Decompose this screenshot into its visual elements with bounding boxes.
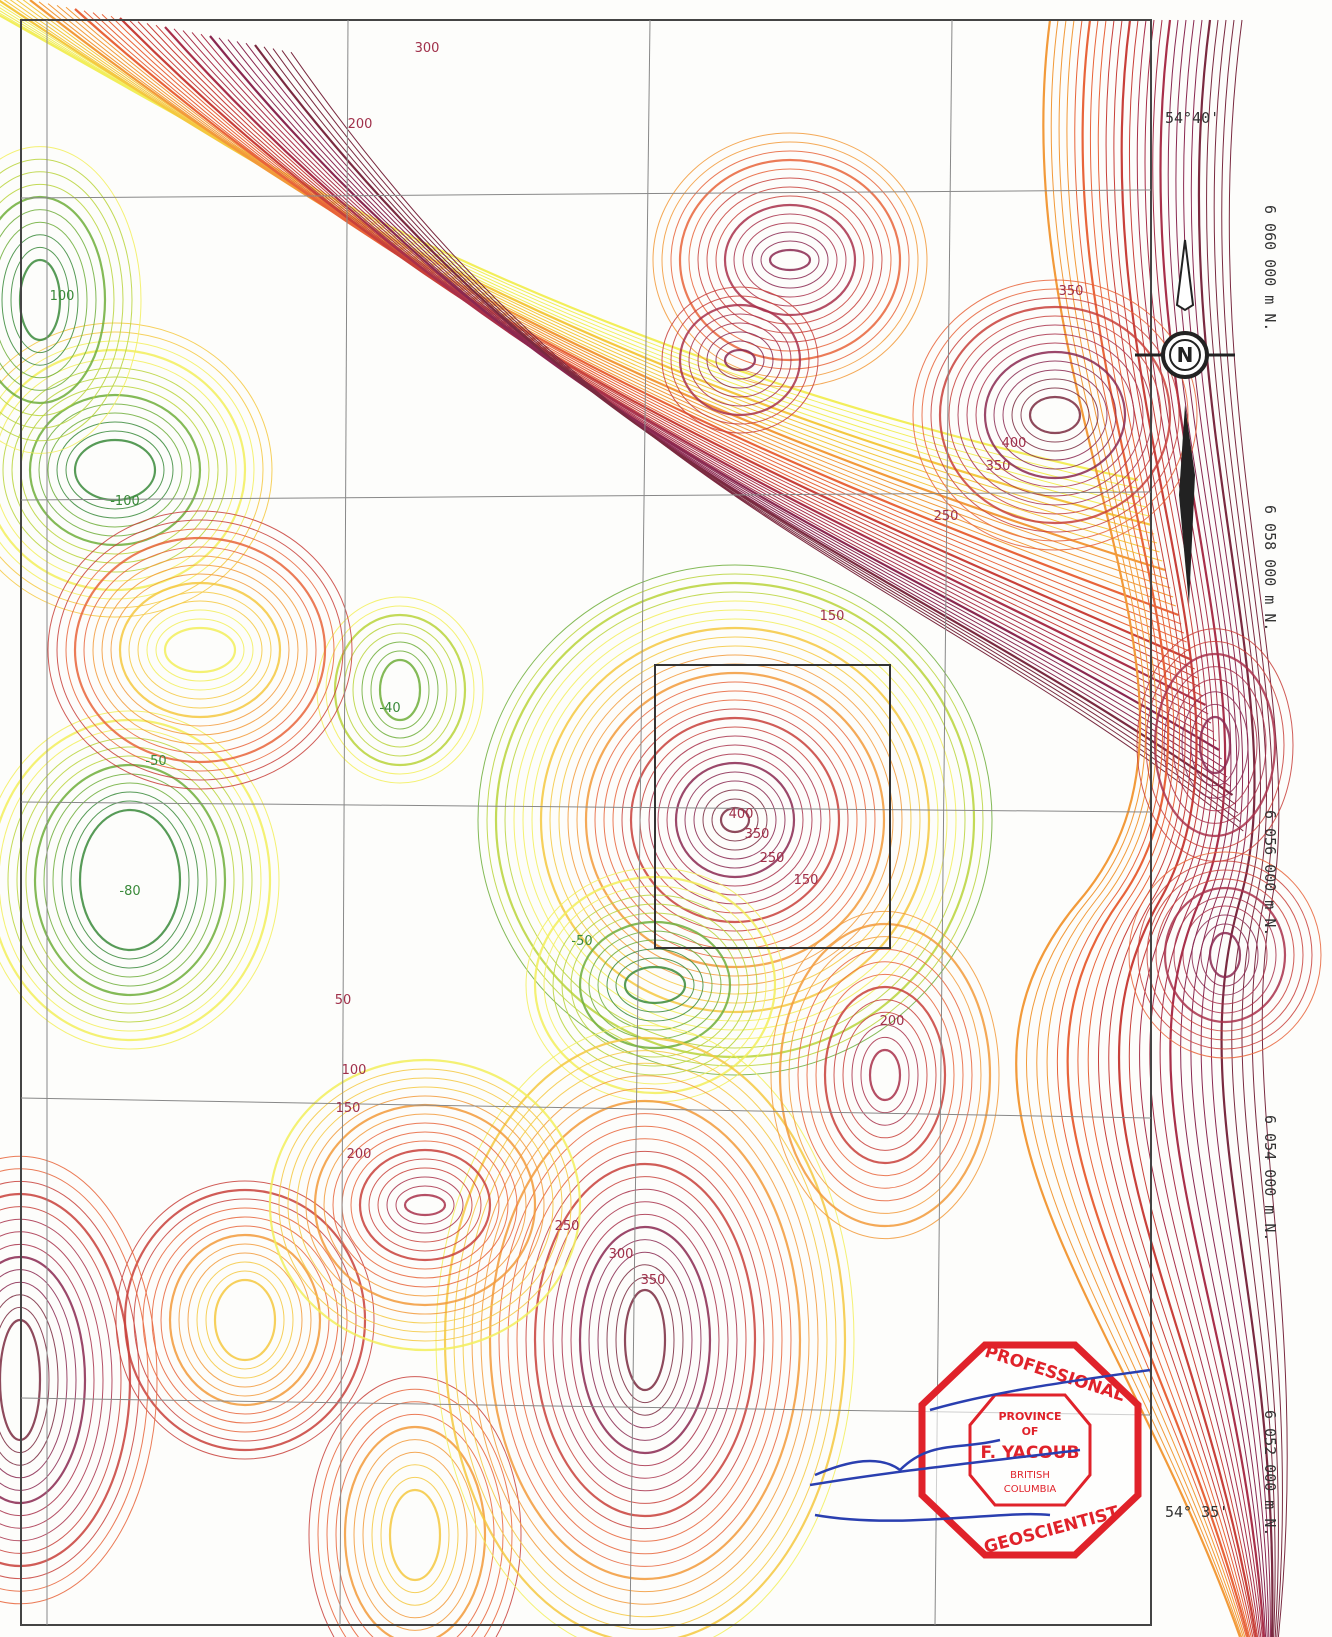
contour-label: 50 <box>335 993 352 1008</box>
contour-label: 150 <box>820 609 845 624</box>
contour-label: -50 <box>145 754 166 769</box>
contour-label: 200 <box>347 1147 372 1162</box>
contour-label: 400 <box>1002 436 1027 451</box>
contour-label: 250 <box>760 851 785 866</box>
northing-label: 6 060 000 m N. <box>1261 205 1279 331</box>
northing-label: 6 058 000 m N. <box>1261 505 1279 631</box>
map: 300 200 350 400 350 250 150 -100 100 -40 -50 -80 -50… <box>0 0 1332 1637</box>
contour-label: 350 <box>641 1273 666 1288</box>
contour-label: 150 <box>794 873 819 888</box>
contour-label: -100 <box>110 494 140 509</box>
contour-label: 200 <box>348 117 373 132</box>
contour-label: 250 <box>934 509 959 524</box>
latitude-label: 54° 35' <box>1165 1503 1228 1521</box>
contour-label: 200 <box>880 1014 905 1029</box>
latitude-label: 54°40' <box>1165 109 1219 127</box>
contour-label: -40 <box>379 701 400 716</box>
stamp-text: OF <box>1022 1425 1039 1438</box>
stamp-text: COLUMBIA <box>1004 1484 1057 1495</box>
stamp: PROFESSIONAL PROVINCE OF F. YACOUB BRITI… <box>922 1342 1138 1558</box>
stamp-text: PROVINCE <box>999 1410 1062 1423</box>
contour-label: 400 <box>729 807 754 822</box>
contour-label: 300 <box>609 1247 634 1262</box>
contour-label: -50 <box>571 934 592 949</box>
contour-label: 350 <box>986 459 1011 474</box>
contour-label: 100 <box>342 1063 367 1078</box>
contour-label: 100 <box>50 289 75 304</box>
stamp-text: BRITISH <box>1010 1470 1050 1481</box>
northing-label: 6 054 000 m N. <box>1261 1115 1279 1241</box>
northing-label: 6 056 000 m N. <box>1261 810 1279 936</box>
compass-label: N <box>1177 343 1194 367</box>
contour-label: 350 <box>1059 284 1084 299</box>
northing-label: 6 052 000 m N. <box>1261 1410 1279 1536</box>
contour-label: 250 <box>555 1219 580 1234</box>
contour-label: -80 <box>119 884 140 899</box>
contour-label: 300 <box>415 41 440 56</box>
contour-label: 350 <box>745 827 770 842</box>
contour-label: 150 <box>336 1101 361 1116</box>
